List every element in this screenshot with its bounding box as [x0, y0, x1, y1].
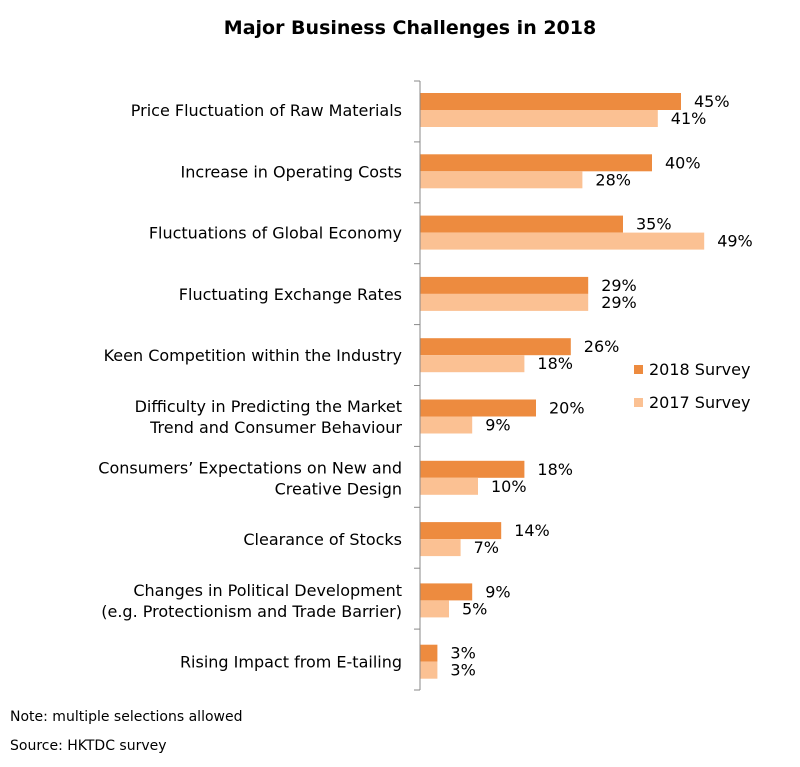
category-label: Clearance of Stocks — [243, 530, 402, 549]
legend-item-2018: 2018 Survey — [634, 360, 750, 379]
category-label: Increase in Operating Costs — [181, 162, 402, 181]
value-label-2018: 20% — [549, 399, 585, 418]
value-label-2017: 5% — [462, 599, 487, 618]
bar-2018 — [420, 399, 536, 417]
legend-swatch-2017 — [634, 398, 643, 407]
value-label-2017: 29% — [601, 293, 637, 312]
value-label-2017: 49% — [717, 232, 753, 251]
legend-item-2017: 2017 Survey — [634, 393, 750, 412]
bar-2017 — [420, 661, 438, 679]
bar-2017 — [420, 416, 473, 434]
category-label: Creative Design — [275, 479, 402, 498]
legend-label-2018: 2018 Survey — [649, 360, 751, 379]
category-label: Consumers’ Expectations on New and — [98, 458, 402, 477]
category-label: Changes in Political Development — [133, 581, 402, 600]
value-label-2018: 29% — [601, 276, 637, 295]
bar-2017 — [420, 355, 525, 373]
category-label: Price Fluctuation of Raw Materials — [131, 101, 402, 120]
bar-2018 — [420, 276, 589, 294]
bar-2018 — [420, 215, 623, 233]
bar-2018 — [420, 93, 681, 110]
value-label-2018: 40% — [665, 153, 701, 172]
value-label-2018: 18% — [537, 460, 573, 479]
source-text: Source: HKTDC survey — [10, 738, 167, 754]
value-label-2018: 45% — [694, 92, 730, 111]
bar-2017 — [420, 232, 705, 250]
value-label-2018: 3% — [450, 644, 475, 663]
value-label-2018: 26% — [584, 337, 620, 356]
bar-2017 — [420, 600, 449, 618]
bar-chart: Price Fluctuation of Raw Materials 45%41%… — [98, 80, 753, 691]
value-label-2017: 41% — [671, 109, 707, 128]
bar-2018 — [420, 522, 502, 540]
category-label: Fluctuating Exchange Rates — [179, 285, 402, 304]
value-label-2018: 14% — [514, 521, 550, 540]
category-label: Keen Competition within the Industry — [104, 346, 402, 365]
value-label-2017: 3% — [450, 661, 475, 680]
category-label: Fluctuations of Global Economy — [149, 224, 402, 243]
bar-2017 — [420, 171, 583, 189]
category-label: Trend and Consumer Behaviour — [149, 418, 402, 437]
category-label: Difficulty in Predicting the Market — [135, 397, 402, 416]
value-label-2018: 9% — [485, 582, 510, 601]
bar-2018 — [420, 338, 571, 356]
value-label-2017: 10% — [491, 477, 527, 496]
bar-2018 — [420, 644, 438, 662]
value-label-2017: 9% — [485, 416, 510, 435]
value-label-2017: 18% — [537, 354, 573, 373]
legend-label-2017: 2017 Survey — [649, 393, 751, 412]
bar-2017 — [420, 110, 658, 127]
category-label: Rising Impact from E-tailing — [180, 653, 402, 672]
value-label-2017: 7% — [474, 538, 499, 557]
bar-2018 — [420, 583, 473, 601]
bar-2018 — [420, 460, 525, 478]
chart-title: Major Business Challenges in 2018 — [223, 17, 597, 39]
bar-2018 — [420, 154, 652, 172]
note-text: Note: multiple selections allowed — [10, 709, 243, 725]
legend-swatch-2018 — [634, 365, 643, 374]
bar-2017 — [420, 293, 589, 311]
value-label-2017: 28% — [595, 170, 631, 189]
category-label: (e.g. Protectionism and Trade Barrier) — [101, 602, 402, 621]
bar-2017 — [420, 539, 461, 557]
bar-2017 — [420, 477, 478, 495]
value-label-2018: 35% — [636, 215, 672, 234]
